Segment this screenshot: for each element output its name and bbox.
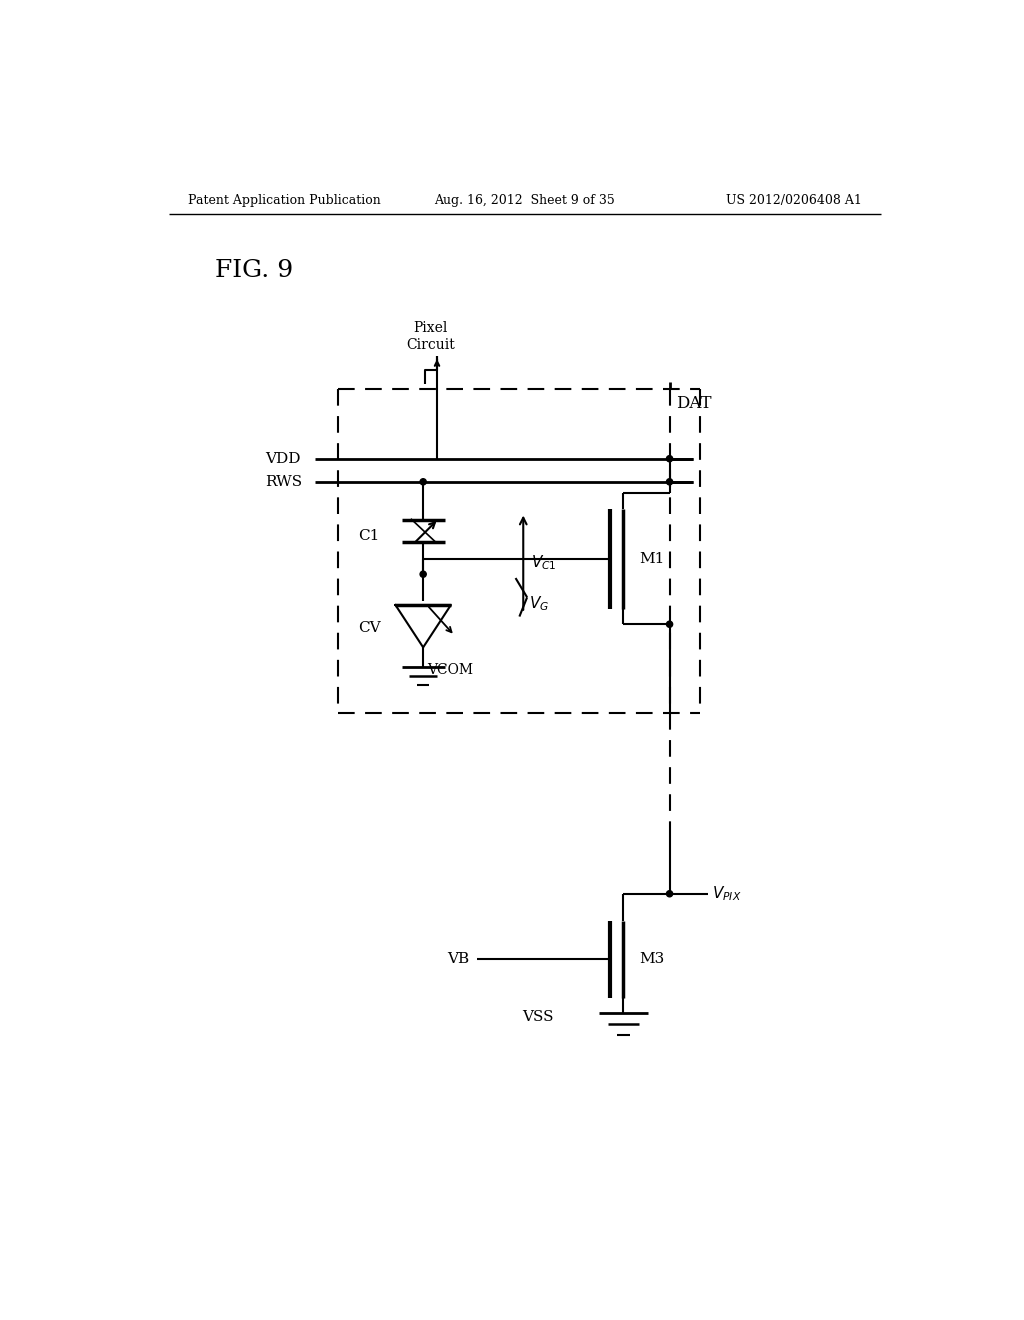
Circle shape [667,479,673,484]
Text: Pixel: Pixel [414,321,449,335]
Text: $V_{C1}$: $V_{C1}$ [531,553,557,572]
Text: Patent Application Publication: Patent Application Publication [188,194,381,207]
Text: $V_G$: $V_G$ [529,594,550,612]
Text: Circuit: Circuit [407,338,456,351]
Text: CV: CV [358,622,381,635]
Text: VCOM: VCOM [427,664,473,677]
Text: M3: M3 [639,952,664,966]
Text: RWS: RWS [265,475,302,488]
Text: $V_{PIX}$: $V_{PIX}$ [712,884,741,903]
Text: VSS: VSS [522,1010,554,1024]
Circle shape [420,572,426,577]
Circle shape [667,622,673,627]
Circle shape [667,891,673,896]
Circle shape [667,455,673,462]
Text: DAT: DAT [676,395,712,412]
Text: VB: VB [447,952,469,966]
Text: VDD: VDD [265,451,301,466]
Text: Aug. 16, 2012  Sheet 9 of 35: Aug. 16, 2012 Sheet 9 of 35 [434,194,615,207]
Circle shape [420,479,426,484]
Text: C1: C1 [358,529,380,543]
Text: M1: M1 [639,552,665,566]
Text: FIG. 9: FIG. 9 [215,259,294,281]
Text: US 2012/0206408 A1: US 2012/0206408 A1 [726,194,862,207]
